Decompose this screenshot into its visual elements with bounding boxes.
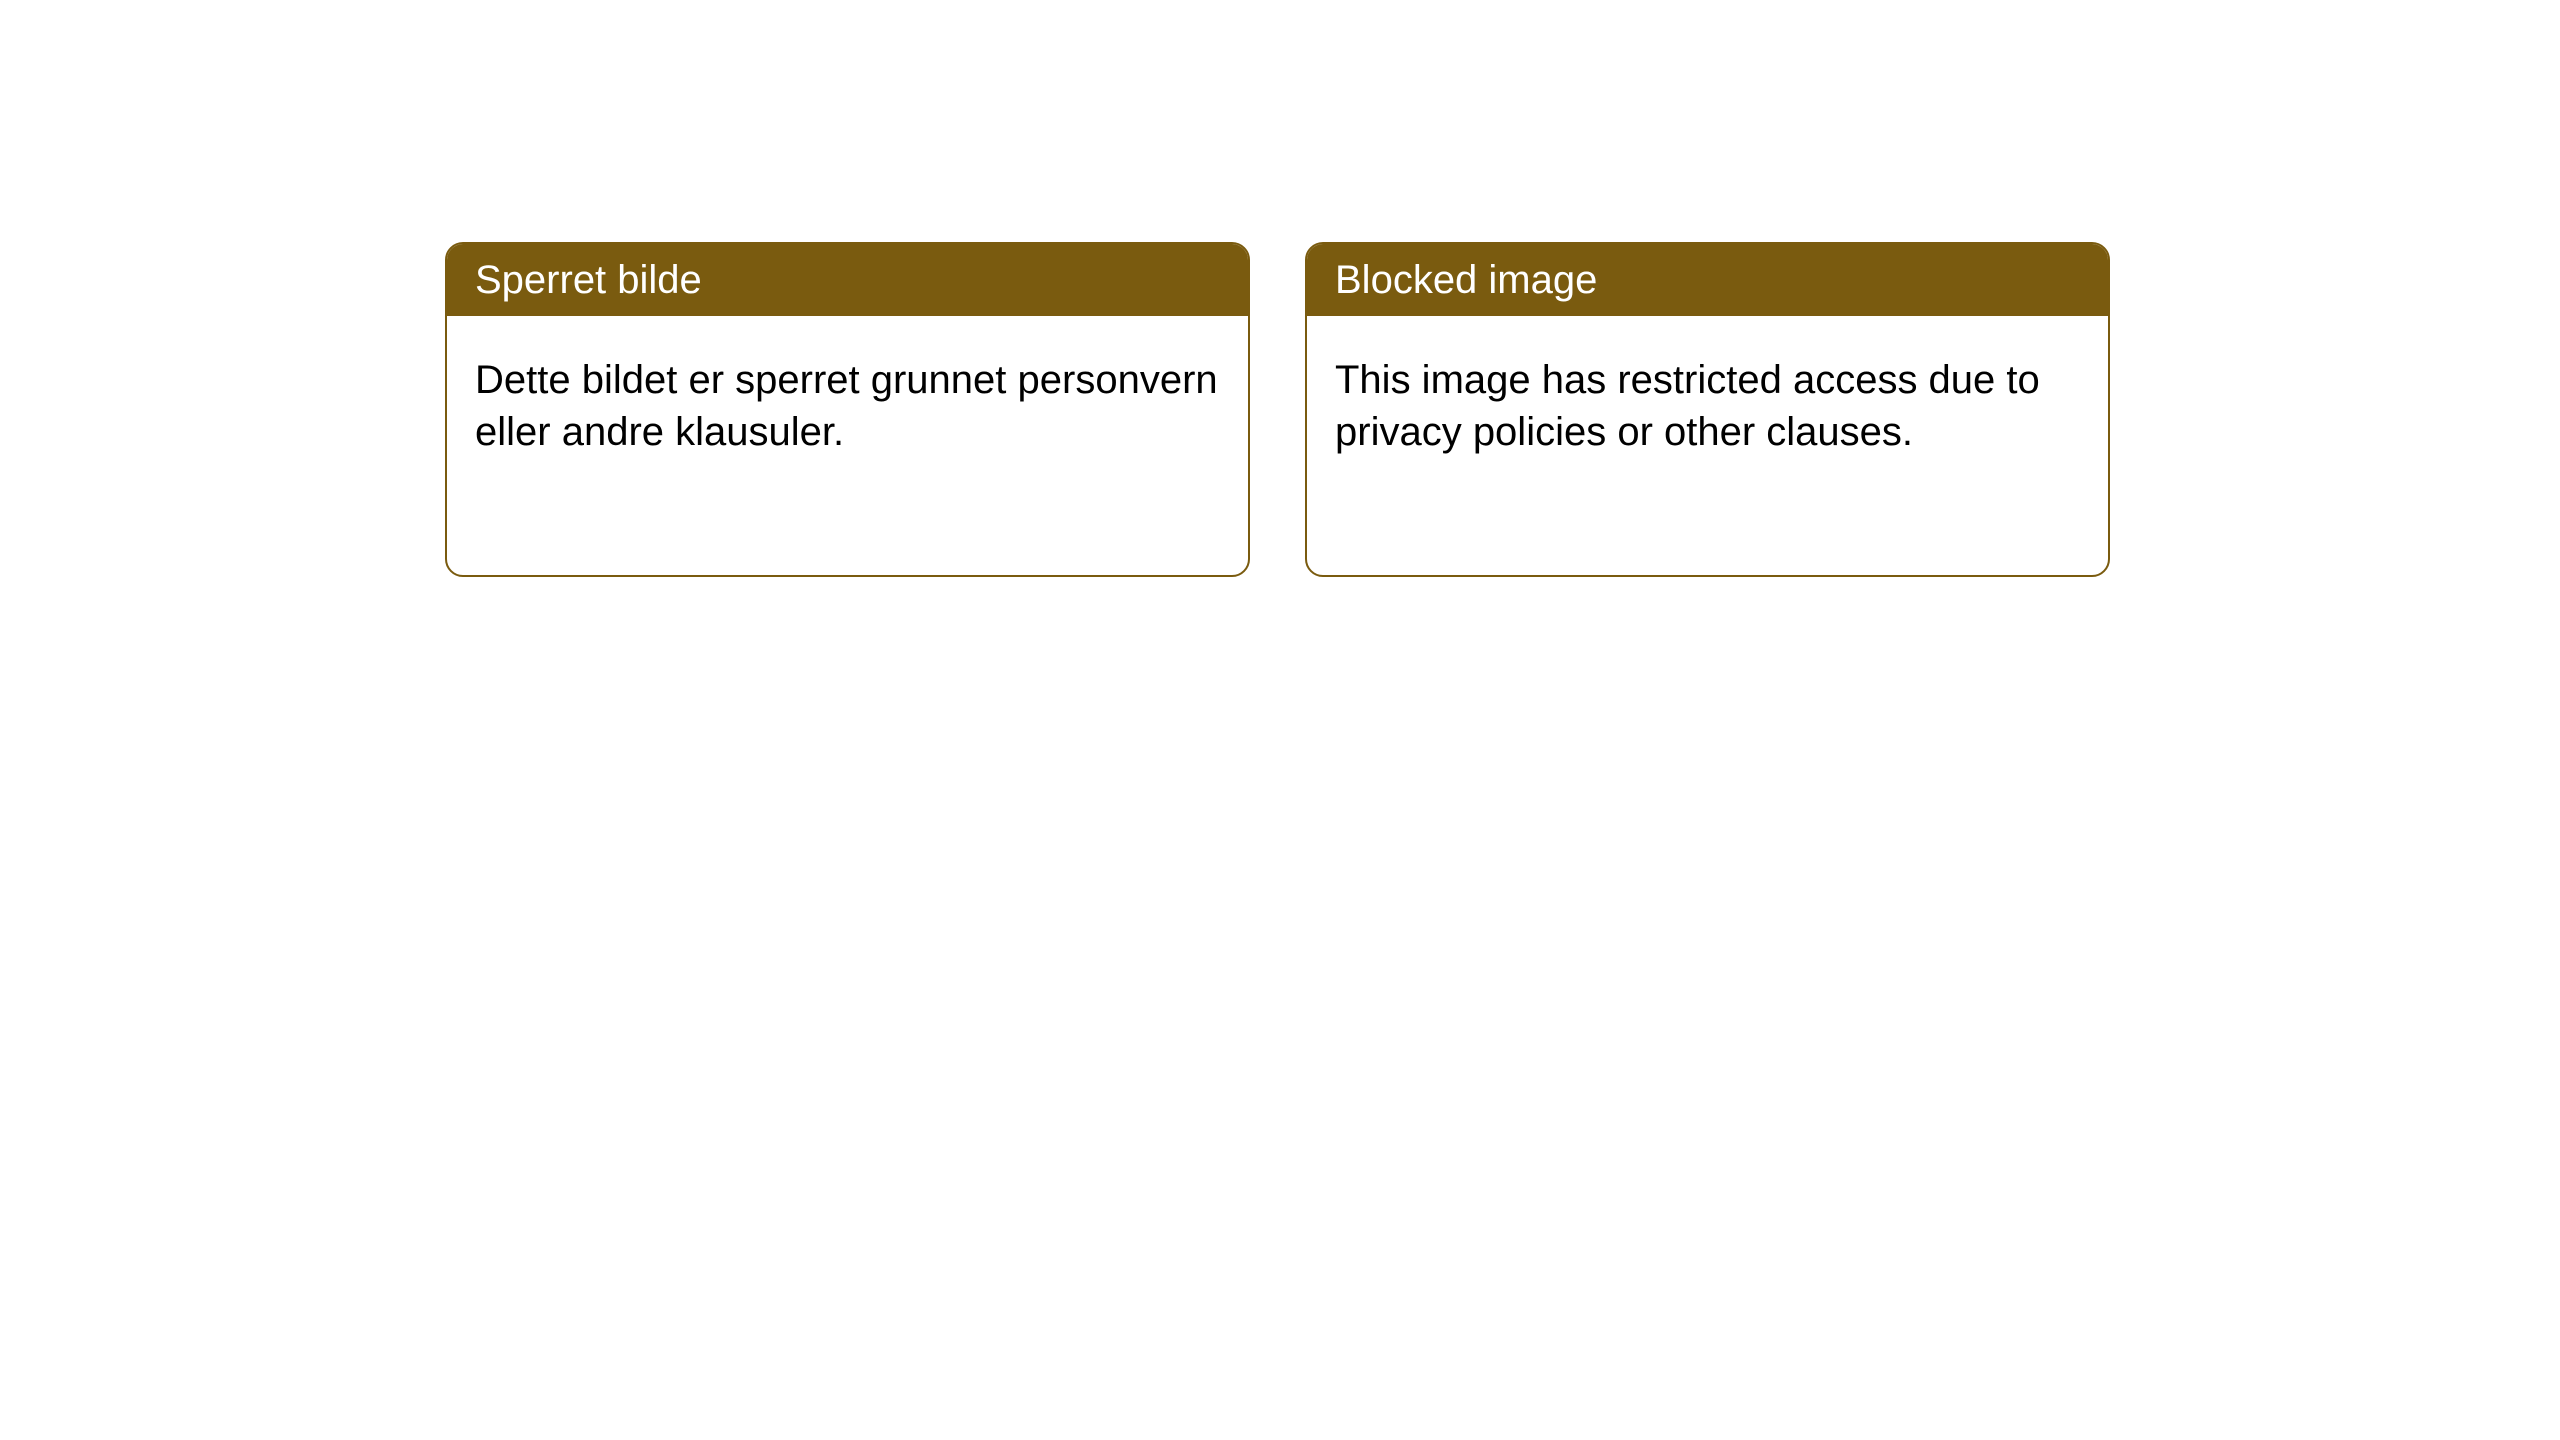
card-header: Blocked image [1307, 244, 2108, 316]
card-title: Blocked image [1335, 258, 1597, 302]
card-body-text: This image has restricted access due to … [1335, 358, 2040, 454]
card-title: Sperret bilde [475, 258, 702, 302]
card-body: Dette bildet er sperret grunnet personve… [447, 316, 1248, 496]
card-body-text: Dette bildet er sperret grunnet personve… [475, 358, 1218, 454]
cards-container: Sperret bilde Dette bildet er sperret gr… [0, 0, 2560, 577]
card-header: Sperret bilde [447, 244, 1248, 316]
card-body: This image has restricted access due to … [1307, 316, 2108, 496]
blocked-image-card-norwegian: Sperret bilde Dette bildet er sperret gr… [445, 242, 1250, 577]
blocked-image-card-english: Blocked image This image has restricted … [1305, 242, 2110, 577]
